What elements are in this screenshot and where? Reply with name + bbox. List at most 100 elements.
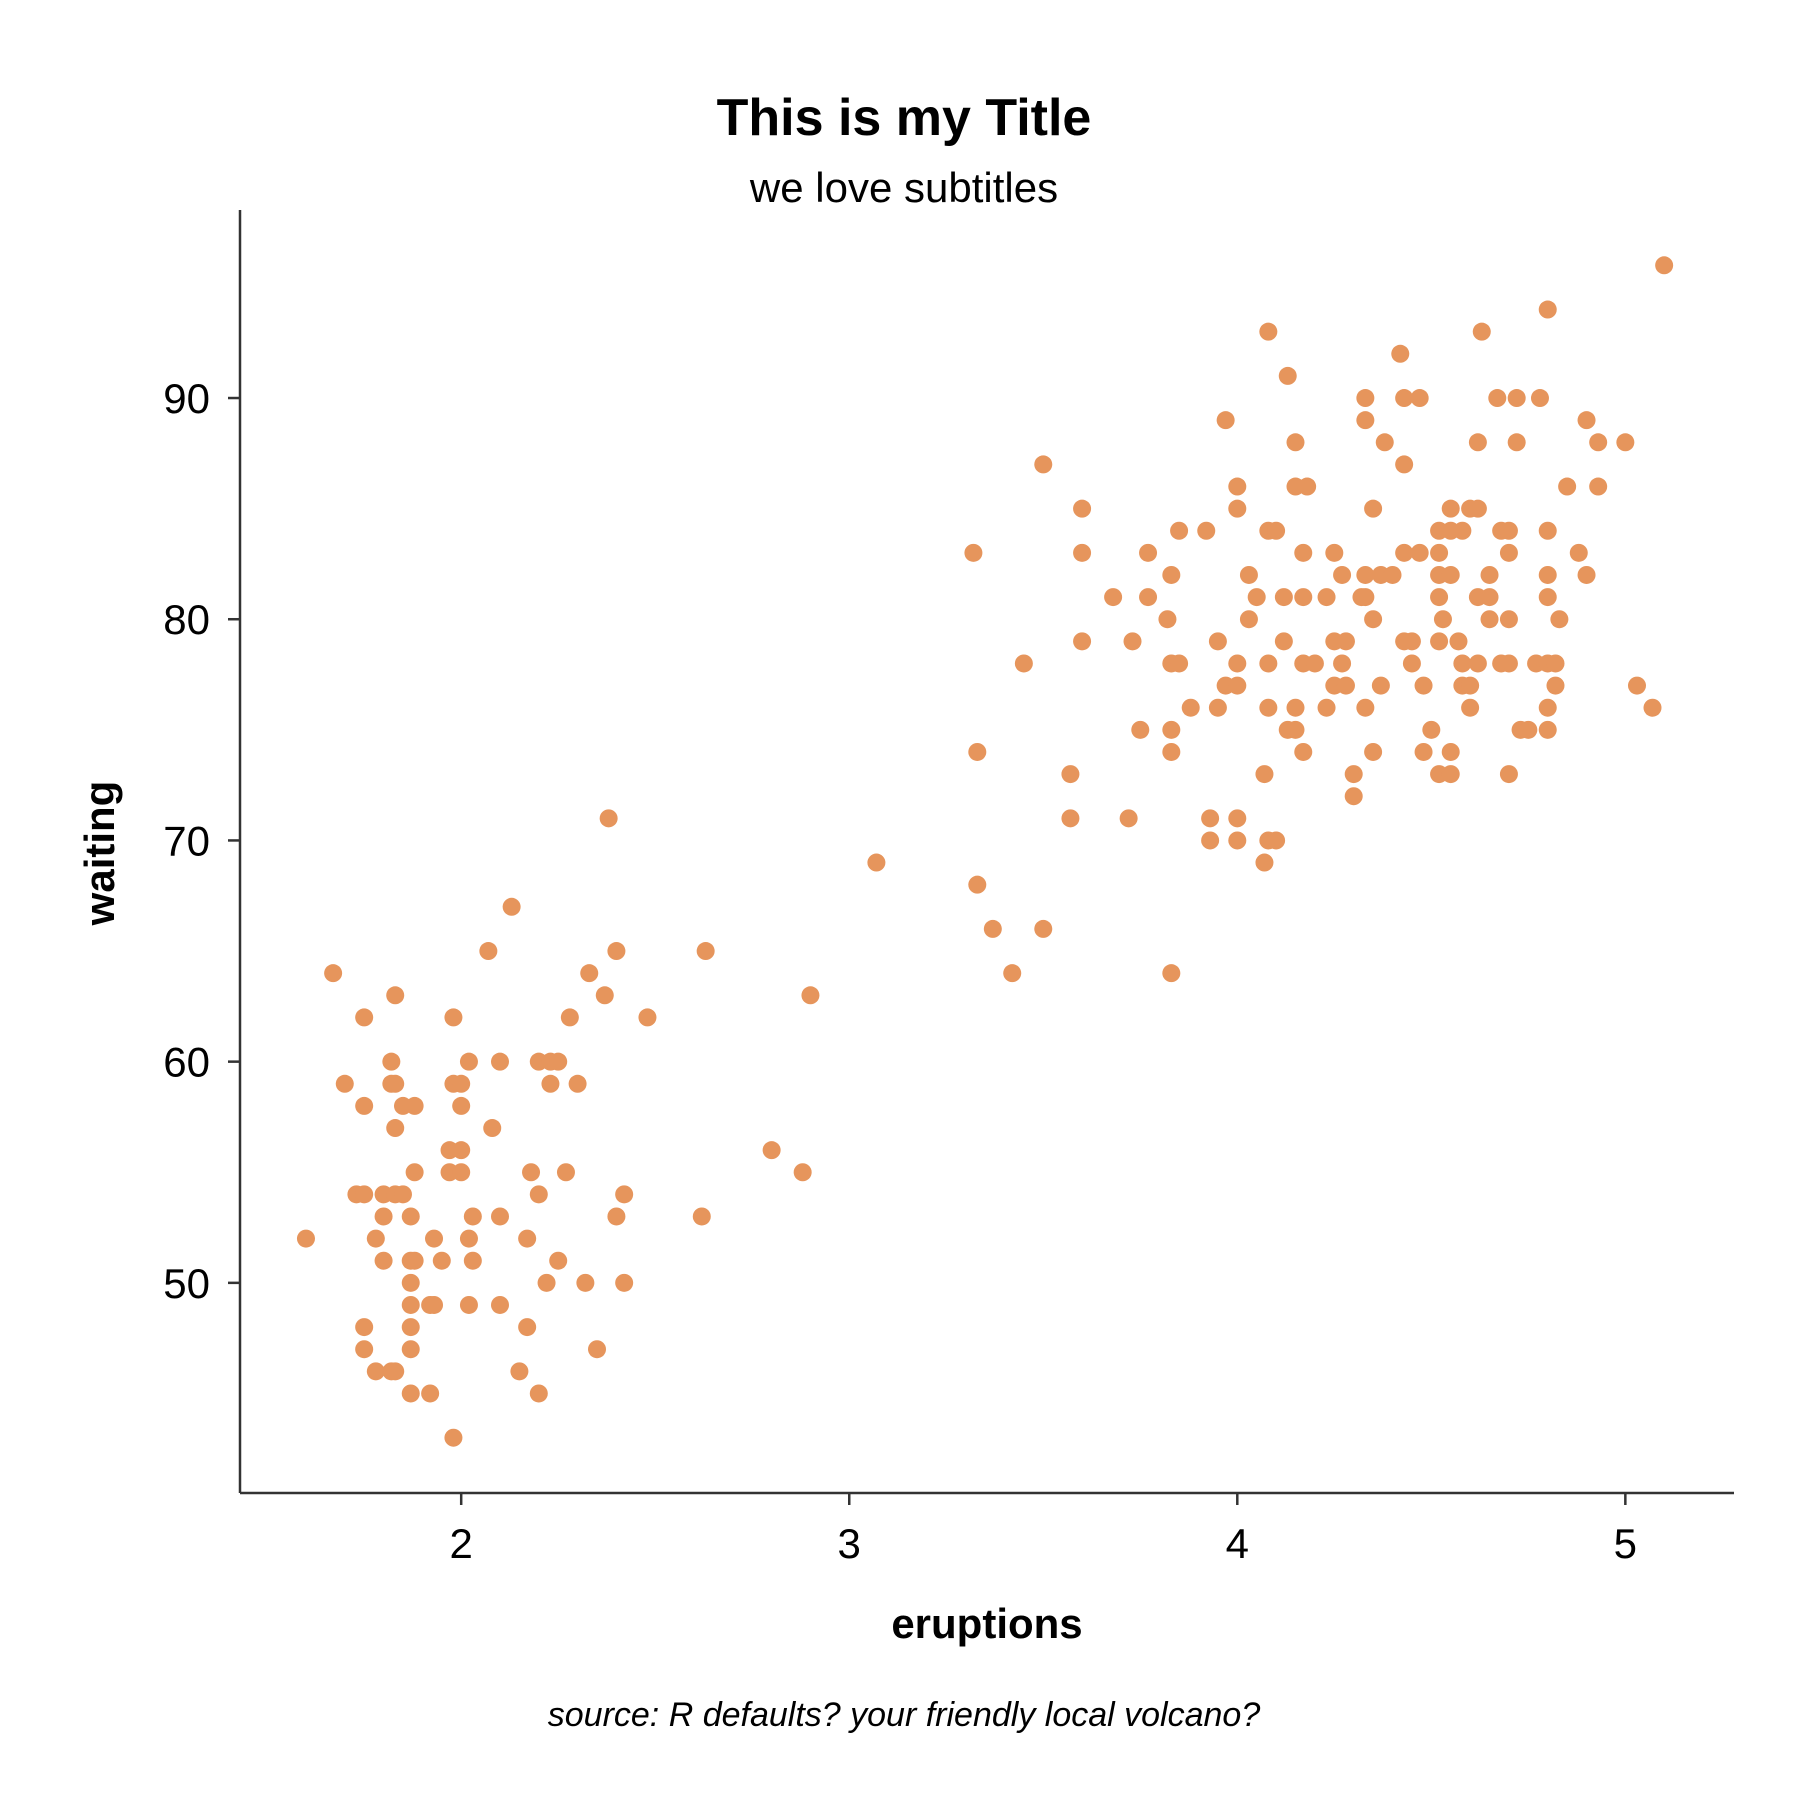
data-point [1395,455,1414,474]
data-point [401,1384,420,1403]
data-point [1538,521,1557,540]
data-point [1383,565,1402,584]
data-point [1499,543,1518,562]
data-point [421,1384,440,1403]
data-point [1538,720,1557,739]
data-point [1410,543,1429,562]
data-point [405,1096,424,1115]
data-point [1402,632,1421,651]
data-point [1061,809,1080,828]
data-point [1336,676,1355,695]
data-point [324,964,343,983]
data-point [1507,433,1526,452]
x-tick-label: 5 [1614,1520,1637,1567]
data-point [366,1229,385,1248]
data-point [1294,543,1313,562]
y-axis-title: waiting [76,781,123,927]
data-point [1395,543,1414,562]
data-point [1294,742,1313,761]
data-point [1480,565,1499,584]
data-point [1441,499,1460,518]
data-point [529,1185,548,1204]
data-point [374,1207,393,1226]
data-point [968,875,987,894]
data-point [366,1362,385,1381]
data-point [1468,499,1487,518]
data-point [1643,698,1662,717]
data-point [1305,654,1324,673]
data-point [1259,322,1278,341]
data-point [1410,389,1429,408]
data-point [1468,433,1487,452]
data-point [1259,654,1278,673]
data-point [1228,499,1247,518]
data-point [1364,610,1383,629]
data-point [1239,565,1258,584]
data-point [296,1229,315,1248]
data-point [1162,964,1181,983]
data-point [1208,698,1227,717]
data-point [1208,632,1227,651]
data-point [1577,565,1596,584]
data-point [479,942,498,961]
x-axis-title: eruptions [891,1600,1082,1647]
data-point [1104,588,1123,607]
data-point [518,1229,537,1248]
y-axis-ticks: 50 60 70 80 90 [163,375,240,1307]
chart-subtitle: we love subtitles [749,164,1058,211]
data-point [1488,389,1507,408]
data-point [1170,521,1189,540]
data-point [382,1052,401,1071]
data-point [1181,698,1200,717]
data-point [490,1207,509,1226]
data-point [1430,588,1449,607]
data-point [1139,588,1158,607]
data-point [1298,477,1317,496]
data-point [1538,698,1557,717]
data-point [1247,588,1266,607]
data-point [1123,632,1142,651]
data-point [1569,543,1588,562]
data-point [1375,433,1394,452]
data-point [1034,455,1053,474]
data-point [425,1295,444,1314]
data-point [1228,654,1247,673]
data-point [692,1207,711,1226]
data-point [374,1251,393,1270]
data-point [1034,919,1053,938]
data-point [1530,389,1549,408]
data-point [386,986,405,1005]
data-point [1499,610,1518,629]
data-point [1519,720,1538,739]
data-point [1589,477,1608,496]
data-point [1344,787,1363,806]
data-point [696,942,715,961]
data-point [1391,344,1410,363]
data-point [1255,765,1274,784]
data-point [1344,765,1363,784]
data-point [425,1229,444,1248]
y-tick-label: 50 [163,1260,210,1307]
data-point [459,1229,478,1248]
data-point [1430,632,1449,651]
data-point [401,1318,420,1337]
data-point [1461,676,1480,695]
data-point [1422,720,1441,739]
data-point [522,1163,541,1182]
data-point [607,1207,626,1226]
data-point [867,853,886,872]
data-point [1499,654,1518,673]
data-point [1414,742,1433,761]
data-point [1073,632,1092,651]
data-point [1364,742,1383,761]
data-point [1274,588,1293,607]
data-point [1371,676,1390,695]
data-point [452,1163,471,1182]
data-point [1453,654,1472,673]
data-point [355,1008,374,1027]
data-point [793,1163,812,1182]
data-point [1499,765,1518,784]
data-point [556,1163,575,1182]
data-point [1468,654,1487,673]
